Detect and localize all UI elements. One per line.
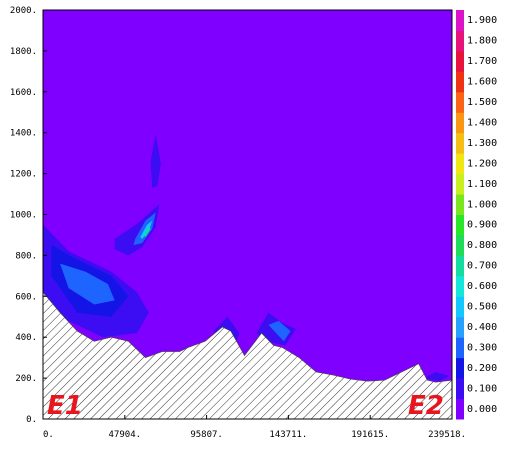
y-tick-label: 1400. [10, 129, 37, 139]
colorbar-label: 1.000 [467, 199, 497, 210]
colorbar-label: 1.600 [467, 77, 497, 88]
colorbar-label: 1.200 [467, 158, 497, 169]
colorbar-label: 0.600 [467, 281, 497, 292]
colorbar-swatch [456, 71, 464, 93]
contour-region-10 [268, 320, 291, 342]
colorbar-swatch [456, 378, 464, 400]
x-tick-label: 191615. [351, 430, 389, 440]
colorbar-label: 1.100 [467, 179, 497, 190]
colorbar-swatch [456, 234, 464, 256]
y-tick-label: 0. [26, 415, 37, 425]
contour-region-6 [143, 226, 151, 237]
colorbar-label: 1.800 [467, 36, 497, 47]
colorbar-swatch [456, 10, 464, 31]
colorbar-swatch [456, 214, 464, 236]
colorbar-swatch [456, 296, 464, 318]
colorbar-label: 1.500 [467, 97, 497, 108]
colorbar-swatch [456, 194, 464, 215]
y-tick-label: 2000. [10, 6, 37, 16]
colorbar-label: 0.000 [467, 404, 497, 415]
colorbar-label: 1.700 [467, 56, 497, 67]
colorbar-label: 0.500 [467, 302, 497, 313]
end-label: E2 [408, 391, 444, 421]
y-axis: 0. 200. 400. 600. 800. 1000. 1200. 1400. 1600. 18… [10, 6, 47, 425]
y-tick-label: 400. [15, 333, 37, 343]
terrain-hatch [43, 291, 452, 419]
colorbar-swatch [456, 316, 464, 338]
colorbar-swatch [456, 132, 464, 154]
colorbar-swatch [456, 398, 464, 420]
colorbar-swatch [456, 30, 464, 52]
colorbar-swatch [456, 112, 464, 134]
y-tick-label: 200. [15, 374, 37, 384]
x-tick-label: 47904. [109, 430, 142, 440]
contour-region-11 [423, 371, 450, 382]
colorbar-label: 0.900 [467, 220, 497, 231]
contour-region-4 [133, 212, 156, 246]
colorbar-label: 1.400 [467, 117, 497, 128]
colorbar-label: 0.300 [467, 342, 497, 353]
contour-region-3 [114, 204, 160, 256]
contour-region-2 [60, 263, 115, 305]
x-tick-label: 0. [43, 430, 54, 440]
colorbar-swatch [456, 91, 464, 113]
colorbar: 0.000 0.100 0.200 0.300 0.400 0.500 0.600 0.700… [456, 10, 497, 420]
colorbar-label: 0.700 [467, 261, 497, 272]
colorbar-swatch [456, 357, 464, 379]
colorbar-swatch [456, 337, 464, 359]
colorbar-label: 1.900 [467, 15, 497, 26]
x-tick-label: 95807. [190, 430, 223, 440]
colorbar-label: 0.200 [467, 363, 497, 374]
colorbar-swatch [456, 50, 464, 72]
contour-region-5 [140, 220, 153, 240]
colorbar-swatch [456, 153, 464, 175]
colorbar-swatch [456, 275, 464, 297]
y-tick-label: 600. [15, 292, 37, 302]
colorbar-swatch [456, 173, 464, 195]
colorbar-swatch [456, 255, 464, 277]
y-tick-label: 1000. [10, 211, 37, 221]
colorbar-label: 1.300 [467, 138, 497, 149]
colorbar-label: 0.100 [467, 383, 497, 394]
y-tick-label: 1600. [10, 88, 37, 98]
y-tick-label: 1200. [10, 170, 37, 180]
y-tick-label: 800. [15, 251, 37, 261]
colorbar-label: 0.400 [467, 322, 497, 333]
contour-region-7 [150, 134, 161, 188]
y-tick-label: 1800. [10, 47, 37, 57]
x-tick-label: 143711. [269, 430, 307, 440]
start-label: E1 [47, 391, 83, 421]
x-tick-label: 239518. [428, 430, 466, 440]
colorbar-label: 0.800 [467, 240, 497, 251]
x-axis: 0. 47904. 95807. 143711. 191615. 239518. [42, 415, 466, 440]
